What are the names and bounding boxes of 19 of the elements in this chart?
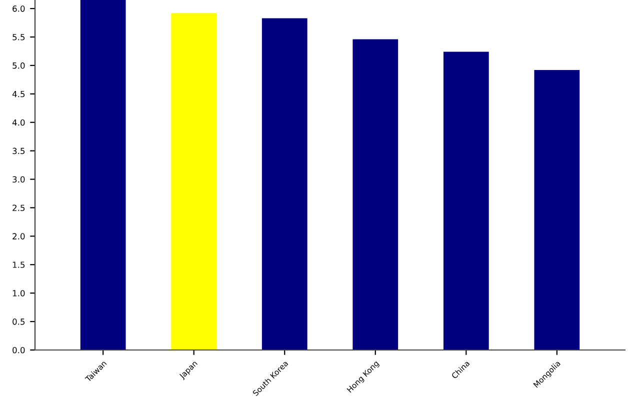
y-tick-label: 6.0 (12, 6, 25, 12)
y-tick-label: 5.5 (12, 34, 25, 40)
y-tick-label: 2.5 (12, 204, 25, 212)
bar (262, 18, 308, 350)
bar (534, 70, 580, 350)
y-tick-label: 3.0 (12, 176, 25, 183)
y-tick-label: 2.0 (12, 233, 25, 240)
bar (80, 0, 126, 350)
bar (352, 39, 398, 350)
y-tick-label: 0.5 (12, 318, 25, 325)
y-tick-label: 3.5 (12, 148, 25, 154)
y-tick-label: 4.5 (12, 90, 25, 98)
y-tick-label: 1.0 (12, 290, 25, 296)
y-tick-label: 1.5 (12, 262, 25, 268)
bar (443, 52, 489, 350)
y-tick-label: 4.0 (12, 119, 25, 126)
bar (171, 13, 217, 350)
y-tick-label: 5.0 (12, 62, 25, 69)
y-tick-label: 0.0 (12, 346, 25, 354)
